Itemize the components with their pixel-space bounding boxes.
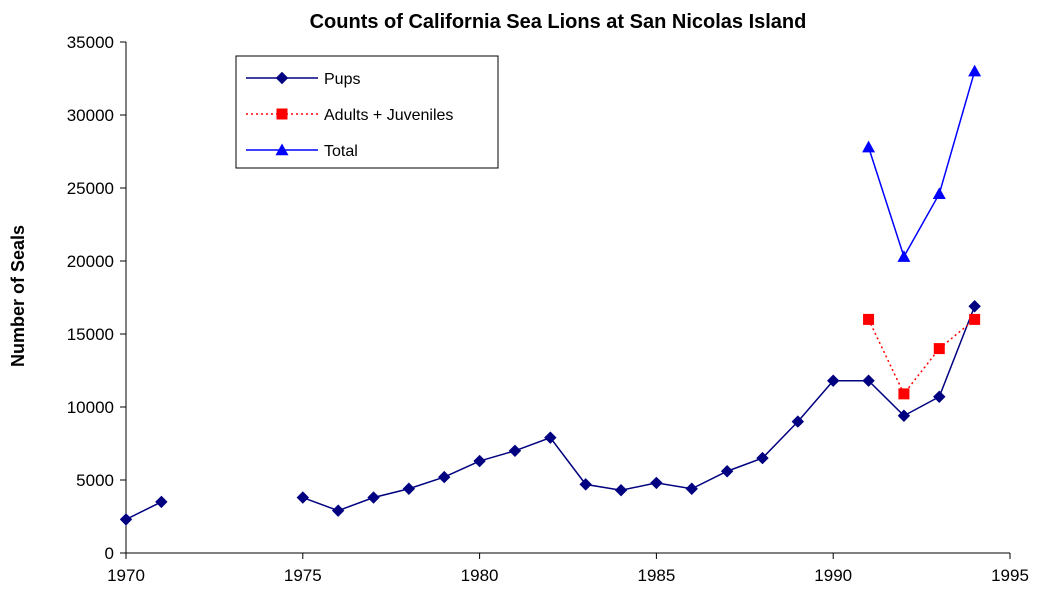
data-point xyxy=(862,140,876,153)
data-point xyxy=(969,313,981,325)
series-total xyxy=(862,64,982,262)
data-point xyxy=(933,390,946,403)
data-point xyxy=(791,415,805,428)
legend-label: Adults + Juveniles xyxy=(324,107,453,124)
y-tick-label: 20000 xyxy=(67,252,114,271)
x-tick-label: 1985 xyxy=(637,566,675,585)
series-pups xyxy=(119,300,981,526)
series-line xyxy=(867,70,976,259)
data-point xyxy=(932,187,946,200)
series-adults-juveniles xyxy=(863,313,981,400)
data-point xyxy=(402,482,416,495)
data-point xyxy=(720,465,734,478)
x-tick-label: 1995 xyxy=(991,566,1029,585)
x-tick-label: 1990 xyxy=(814,566,852,585)
y-tick-label: 30000 xyxy=(67,106,114,125)
y-axis-label: Number of Seals xyxy=(8,225,28,367)
series-line xyxy=(867,318,976,396)
data-point xyxy=(826,374,840,387)
data-point xyxy=(155,495,168,509)
data-point xyxy=(968,300,981,313)
legend-marker xyxy=(275,143,289,156)
data-point xyxy=(473,454,486,468)
data-point xyxy=(968,64,982,77)
data-point xyxy=(862,374,875,387)
series-line xyxy=(302,305,976,512)
y-tick-label: 15000 xyxy=(67,325,114,344)
data-point xyxy=(296,491,310,504)
data-point xyxy=(367,491,380,504)
data-point xyxy=(650,476,663,490)
data-point xyxy=(579,478,592,491)
data-point xyxy=(756,451,769,465)
y-tick-label: 5000 xyxy=(76,471,114,490)
data-point xyxy=(685,482,698,495)
legend-marker xyxy=(275,71,289,85)
data-point xyxy=(438,470,451,484)
legend-label: Pups xyxy=(324,71,360,88)
data-point xyxy=(119,513,133,526)
data-point xyxy=(544,431,557,444)
data-point xyxy=(898,388,910,400)
legend-item-pups: Pups xyxy=(246,71,360,88)
data-point xyxy=(863,313,875,325)
legend-marker xyxy=(276,108,288,120)
y-tick-label: 35000 xyxy=(67,33,114,52)
data-point xyxy=(897,409,911,422)
series-layer xyxy=(119,64,982,526)
data-point xyxy=(508,444,522,458)
axes: 0 5000 10000 15000 20000 25000 30000 35000 1970 1… xyxy=(67,33,1029,585)
data-point xyxy=(331,504,345,517)
data-point xyxy=(614,484,628,497)
y-tick-label: 0 xyxy=(105,544,114,563)
x-tick-label: 1980 xyxy=(461,566,499,585)
legend-item-adults-juveniles: Adults + Juveniles xyxy=(246,107,453,124)
y-tick-label: 25000 xyxy=(67,179,114,198)
legend-label: Total xyxy=(324,143,358,160)
data-point xyxy=(933,343,945,355)
series-line xyxy=(125,501,162,521)
x-tick-label: 1975 xyxy=(284,566,322,585)
y-tick-label: 10000 xyxy=(67,398,114,417)
data-point xyxy=(897,250,911,262)
x-tick-label: 1970 xyxy=(107,566,145,585)
legend: Pups Adults + Juveniles Total xyxy=(235,55,499,169)
chart-title: Counts of California Sea Lions at San Ni… xyxy=(310,11,807,33)
legend-item-total: Total xyxy=(246,143,358,160)
